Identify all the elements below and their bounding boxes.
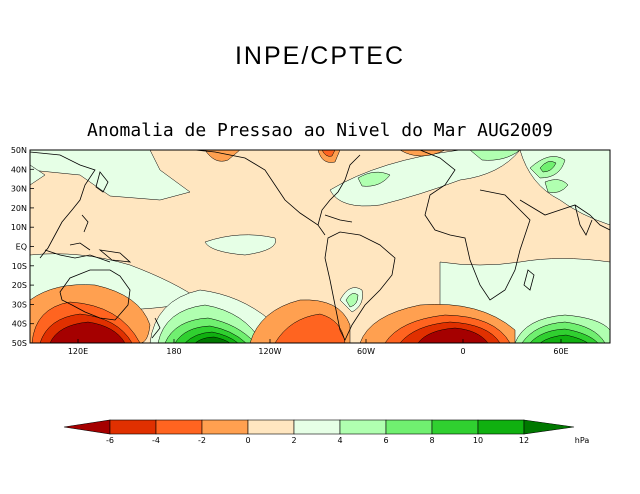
lat-label: EQ — [16, 243, 27, 252]
colorbar-swatch — [247, 419, 295, 435]
lon-label: 180 — [166, 347, 181, 356]
lat-label: 10S — [12, 262, 27, 271]
map-title: Anomalia de Pressao ao Nivel do Mar AUG2… — [87, 120, 553, 141]
lat-label: 50S — [12, 339, 27, 348]
colorbar-right-arrow — [523, 419, 575, 435]
lat-labels: 50N 40N 30N 20N 10N EQ 10S 20S 30S 40S 5… — [11, 146, 27, 348]
lat-label: 30N — [11, 185, 27, 194]
lat-label: 20S — [12, 281, 27, 290]
coastlines — [30, 150, 610, 341]
lon-label: 60E — [553, 347, 568, 356]
lat-label: 10N — [11, 223, 27, 232]
lat-label: 40N — [11, 165, 27, 174]
colorbar-unit: hPa — [575, 436, 590, 445]
colorbar-ticks: -6 -4 -2 0 2 4 6 8 10 12 hPa — [106, 436, 589, 445]
lat-label: 40S — [12, 320, 27, 329]
organization-title: INPE/CPTEC — [234, 42, 406, 70]
lat-label: 30S — [12, 300, 27, 309]
colorbar-tick: 12 — [519, 436, 529, 445]
lon-label: 120W — [258, 347, 281, 356]
colorbar-tick: 4 — [337, 436, 342, 445]
anomaly-field — [30, 150, 610, 343]
lat-ticks — [30, 149, 34, 344]
colorbar-tick: -4 — [152, 436, 160, 445]
colorbar-swatch — [293, 419, 341, 435]
colorbar-swatch — [339, 419, 387, 435]
lat-label: 20N — [11, 204, 27, 213]
colorbar-tick: 8 — [429, 436, 434, 445]
lon-labels: 120E 180 120W 60W 0 60E — [68, 347, 569, 356]
lon-label: 60W — [357, 347, 375, 356]
colorbar-swatch — [385, 419, 433, 435]
lon-label: 120E — [68, 347, 88, 356]
colorbar-left-arrow — [63, 419, 111, 435]
colorbar-swatch — [201, 419, 249, 435]
colorbar-tick: -6 — [106, 436, 114, 445]
colorbar-tick: 2 — [291, 436, 296, 445]
lon-ticks — [77, 339, 562, 343]
colorbar-swatch — [431, 419, 479, 435]
colorbar-tick: 0 — [245, 436, 250, 445]
colorbar-tick: -2 — [198, 436, 206, 445]
colorbar-swatch — [477, 419, 525, 435]
colorbar-tick: 10 — [473, 436, 483, 445]
lat-label: 50N — [11, 146, 27, 155]
colorbar-tick: 6 — [383, 436, 388, 445]
colorbar — [63, 419, 575, 435]
lon-label: 0 — [460, 347, 465, 356]
colorbar-swatch — [155, 419, 203, 435]
colorbar-swatch — [109, 419, 157, 435]
